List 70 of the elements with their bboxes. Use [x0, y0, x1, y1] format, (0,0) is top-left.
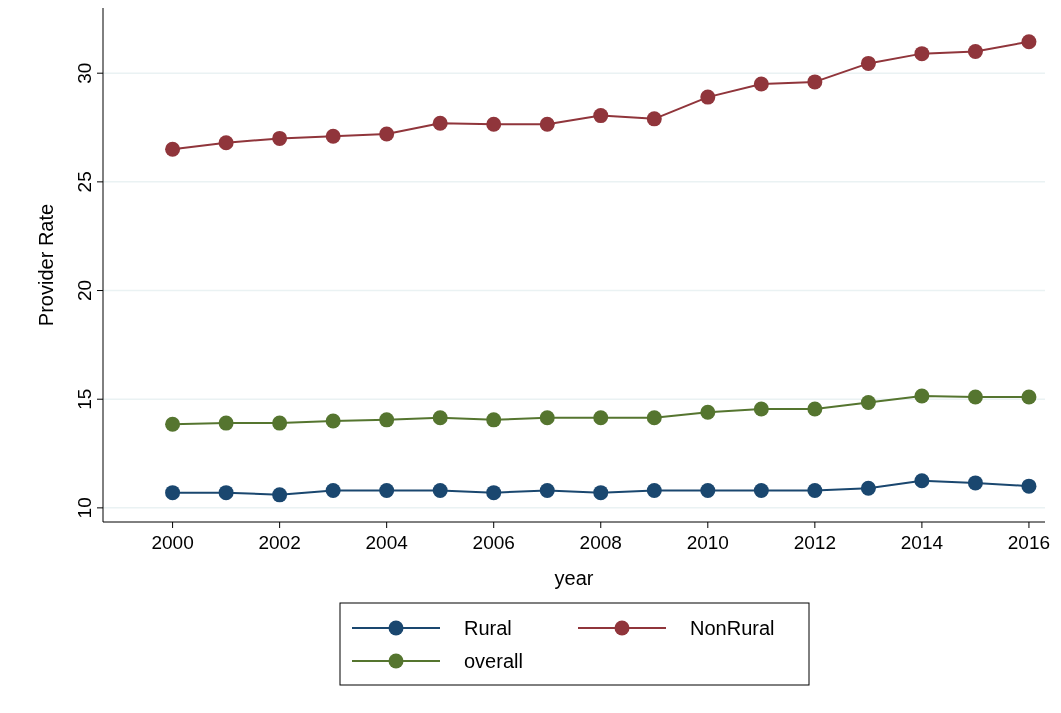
point	[914, 388, 930, 404]
x-tick-label: 2004	[365, 532, 409, 553]
x-axis-title: year	[554, 567, 594, 589]
point	[807, 482, 823, 498]
point	[1021, 389, 1037, 405]
x-tick-label: 2016	[1007, 532, 1051, 553]
y-axis-title: Provider Rate	[35, 203, 57, 327]
point	[967, 475, 983, 491]
point	[272, 487, 288, 503]
point	[914, 473, 930, 489]
x-tick-label: 2006	[472, 532, 515, 553]
point	[1021, 478, 1037, 494]
point	[486, 485, 502, 501]
point	[539, 116, 555, 132]
point	[272, 130, 288, 146]
legend-label: Rural	[464, 617, 512, 639]
point	[593, 485, 609, 501]
y-tick-label: 30	[74, 62, 95, 84]
point	[700, 482, 716, 498]
point	[486, 116, 502, 132]
point	[539, 482, 555, 498]
x-tick-label: 2002	[258, 532, 301, 553]
y-tick-label: 20	[74, 279, 95, 302]
x-tick-label: 2014	[900, 532, 944, 553]
point	[432, 482, 448, 498]
point	[165, 141, 181, 157]
point	[753, 76, 769, 92]
point	[325, 413, 341, 429]
point	[860, 480, 876, 496]
point	[325, 482, 341, 498]
point	[646, 482, 662, 498]
point	[165, 416, 181, 432]
point	[914, 46, 930, 62]
point	[1021, 34, 1037, 50]
point	[325, 128, 341, 144]
x-tick-label: 2000	[151, 532, 194, 553]
point	[967, 43, 983, 59]
legend-label: NonRural	[690, 617, 775, 639]
y-tick-label: 15	[74, 388, 95, 410]
point	[860, 55, 876, 71]
point	[700, 89, 716, 105]
point	[967, 389, 983, 405]
point	[486, 412, 502, 428]
point	[272, 415, 288, 431]
point	[218, 485, 234, 501]
point	[379, 482, 395, 498]
legend-label: overall	[464, 650, 523, 672]
point	[432, 115, 448, 131]
point	[646, 410, 662, 426]
point	[593, 108, 609, 124]
x-tick-label: 2012	[793, 532, 836, 553]
point	[165, 485, 181, 501]
point	[860, 394, 876, 410]
point	[539, 410, 555, 426]
point	[753, 401, 769, 417]
point	[432, 410, 448, 426]
point	[807, 401, 823, 417]
point	[753, 482, 769, 498]
point	[379, 126, 395, 142]
x-tick-label: 2008	[579, 532, 622, 553]
x-tick-label: 2010	[686, 532, 729, 553]
point	[218, 135, 234, 151]
point	[218, 415, 234, 431]
point	[379, 412, 395, 428]
point	[700, 404, 716, 420]
point	[807, 74, 823, 90]
y-tick-label: 25	[74, 171, 95, 193]
y-tick-label: 10	[74, 497, 95, 519]
point	[646, 111, 662, 127]
point	[593, 410, 609, 426]
